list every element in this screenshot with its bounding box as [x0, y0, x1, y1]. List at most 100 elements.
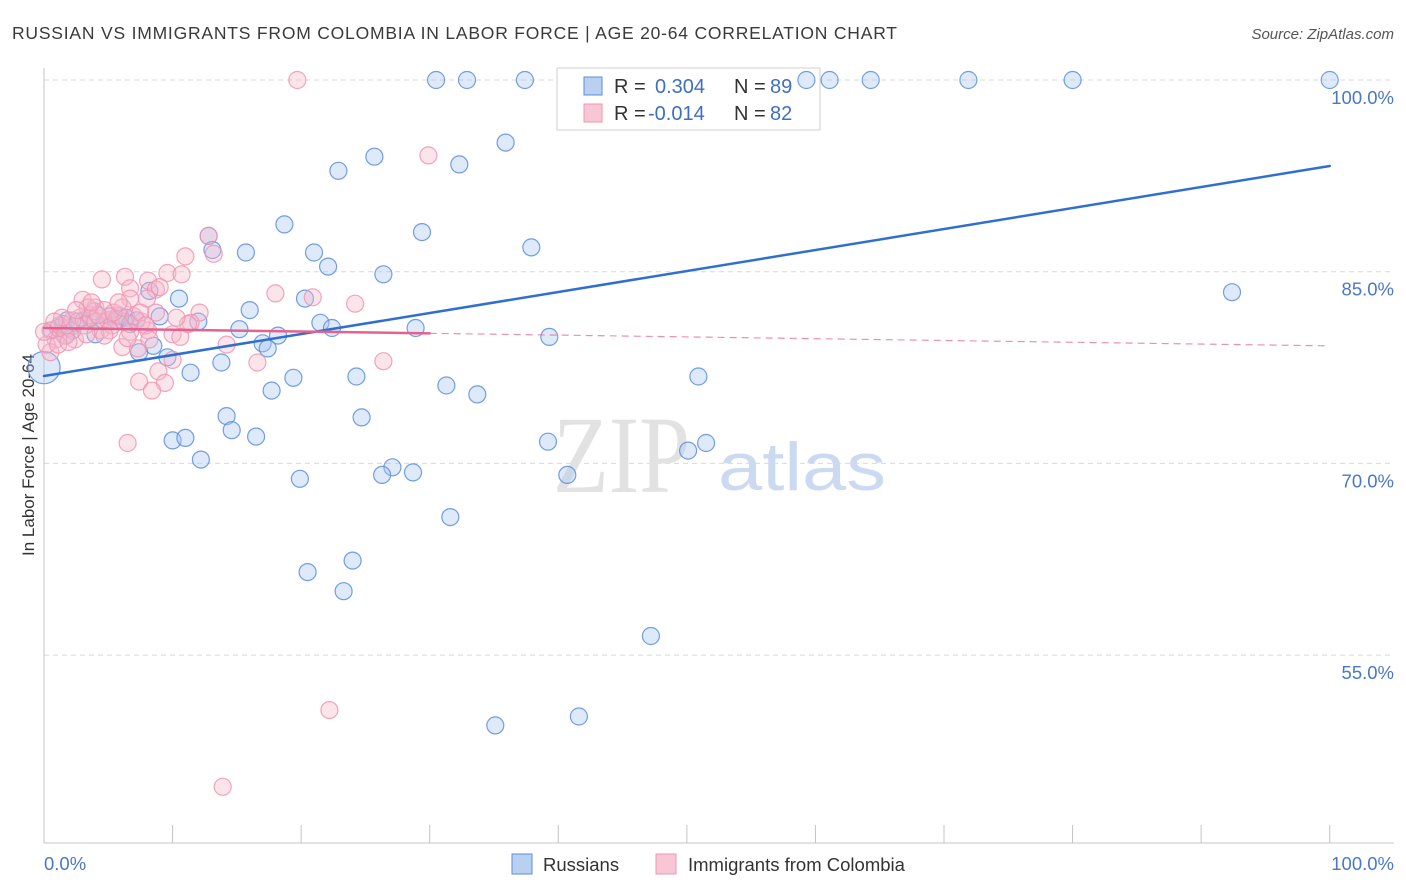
colombia-point	[150, 278, 169, 297]
colombia-point	[178, 315, 198, 334]
russians-point	[236, 243, 255, 262]
legend-swatch-colombia	[583, 103, 603, 123]
colombia-trend-line	[42, 326, 431, 335]
legend-r-value-colombia: -0.014	[648, 103, 705, 125]
russians-point	[365, 147, 384, 166]
colombia-point	[172, 265, 191, 284]
chart-title: RUSSIAN VS IMMIGRANTS FROM COLOMBIA IN L…	[12, 23, 897, 43]
y-tick-label: 55.0%	[1342, 662, 1394, 683]
russians-point	[468, 385, 487, 404]
russians-point	[374, 265, 393, 284]
y-tick-label: 100.0%	[1331, 87, 1394, 108]
russians-points	[27, 70, 1339, 735]
russians-point	[641, 626, 661, 646]
colombia-point	[199, 226, 218, 245]
russians-point	[540, 327, 559, 346]
colombia-point	[118, 433, 137, 453]
russians-point	[181, 363, 200, 382]
russians-point	[343, 551, 362, 570]
legend-n-label: N =	[734, 76, 766, 98]
colombia-point	[118, 329, 137, 348]
russians-point	[450, 155, 469, 174]
colombia-point	[59, 332, 78, 352]
colombia-points	[34, 70, 438, 796]
series-legend-label-russians: Russians	[543, 854, 619, 875]
russians-point	[258, 339, 277, 358]
russians-point	[352, 408, 371, 427]
series-legend-label-colombia: Immigrants from Colombia	[688, 854, 906, 875]
russians-point	[304, 243, 324, 262]
russians-point	[212, 353, 231, 372]
series-legend-swatch-colombia	[655, 853, 677, 875]
russians-point	[515, 70, 535, 90]
colombia-point	[288, 70, 307, 90]
legend-swatch-russians	[583, 76, 603, 96]
colombia-point	[266, 284, 285, 303]
colombia-point	[34, 322, 54, 341]
series-legend: Russians Immigrants from Colombia	[511, 853, 906, 875]
colombia-point	[109, 293, 128, 312]
legend-n-label: N =	[734, 103, 766, 125]
grid-layer	[44, 79, 1394, 656]
colombia-point	[121, 279, 140, 298]
russians-point	[240, 301, 259, 320]
russians-point	[329, 161, 348, 180]
russians-point	[247, 427, 266, 446]
colombia-point	[346, 294, 365, 313]
russians-point	[334, 582, 353, 601]
colombia-point	[167, 308, 186, 327]
colombia-point	[146, 303, 165, 322]
russians-point	[427, 70, 446, 90]
y-axis-label: In Labor Force | Age 20-64	[19, 354, 38, 556]
russians-point	[959, 70, 978, 90]
colombia-point	[41, 321, 60, 340]
russians-point	[441, 507, 460, 527]
legend-r-label: R =	[614, 103, 646, 125]
legend-r-value-russians: 0.304	[655, 76, 705, 98]
russians-point	[1222, 283, 1242, 302]
russians-point	[284, 368, 303, 387]
russians-point	[319, 257, 338, 276]
russians-point	[262, 381, 281, 400]
colombia-point	[248, 353, 267, 372]
russians-point	[522, 238, 541, 257]
colombia-point	[48, 335, 68, 354]
russians-point	[457, 70, 477, 90]
russians-point	[176, 428, 195, 447]
russians-point	[298, 562, 317, 582]
colombia-point	[158, 263, 177, 283]
russians-point	[696, 433, 716, 453]
colombia-point	[213, 777, 232, 796]
russians-point	[383, 458, 402, 477]
colombia-point	[190, 303, 209, 322]
trend-layer	[42, 164, 1331, 378]
colombia-point	[419, 146, 438, 165]
russians-point	[486, 716, 505, 735]
x-tick-marks	[172, 825, 1331, 843]
russians-point	[689, 367, 708, 386]
russians-point	[569, 707, 589, 726]
colombia-point	[104, 303, 123, 322]
colombia-point	[176, 247, 195, 266]
russians-point	[290, 469, 309, 488]
russians-point	[558, 465, 577, 484]
y-tick-label: 85.0%	[1342, 279, 1394, 300]
russians-point	[295, 289, 315, 308]
x-tick-label-max: 100.0%	[1331, 853, 1394, 874]
colombia-point	[204, 244, 223, 263]
colombia-point	[149, 362, 168, 381]
colombia-point	[92, 270, 112, 289]
russians-point	[222, 421, 241, 440]
colombia-point	[320, 700, 339, 720]
legend-r-label: R =	[614, 76, 646, 98]
russians-point	[496, 133, 515, 152]
russians-point	[191, 450, 210, 469]
russians-point	[403, 463, 423, 482]
russians-point	[169, 289, 189, 308]
colombia-point	[130, 372, 149, 391]
russians-trend-line	[42, 164, 1331, 378]
russians-point	[230, 320, 249, 339]
russians-point	[217, 407, 236, 426]
russians-point	[373, 465, 392, 484]
russians-point	[820, 70, 839, 90]
